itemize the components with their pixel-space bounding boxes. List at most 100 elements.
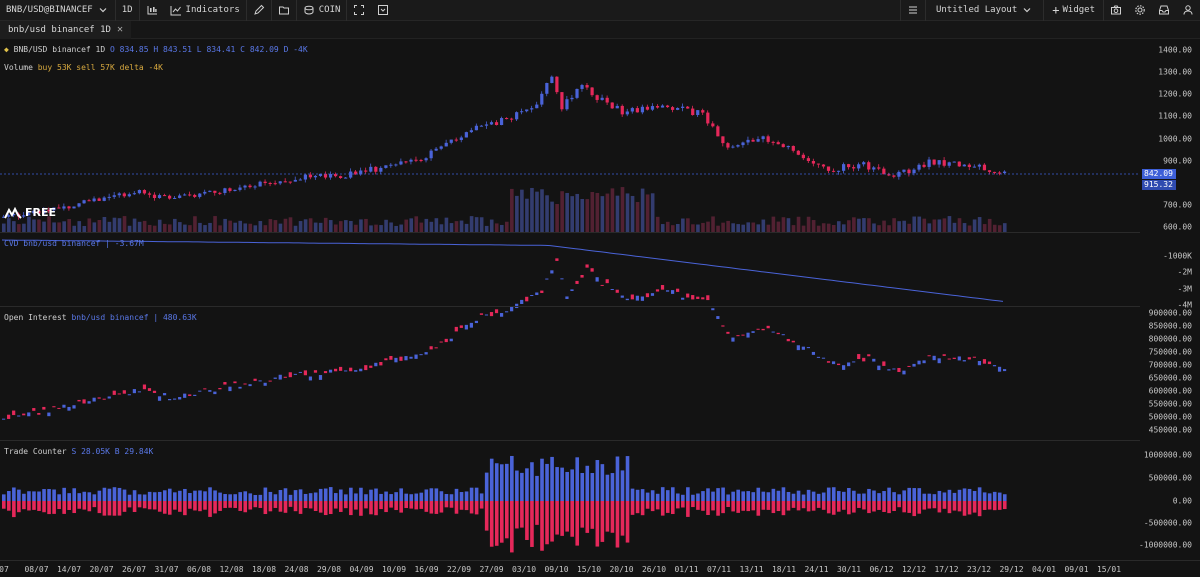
trade-counter-buy-bar	[273, 494, 278, 501]
trade-counter-sell-bar	[520, 501, 524, 528]
price-candle	[852, 167, 856, 169]
inbox-button[interactable]	[1152, 0, 1176, 21]
price-candle	[127, 194, 131, 197]
snapshot-button[interactable]	[1104, 0, 1128, 21]
price-candle	[701, 110, 705, 113]
trade-counter-sell-bar	[691, 501, 695, 508]
open-interest-candle	[605, 279, 609, 284]
open-folder-button[interactable]	[272, 0, 296, 21]
price-candle	[696, 110, 700, 116]
trade-counter-sell-bar	[882, 501, 886, 512]
price-candle	[293, 179, 297, 182]
open-interest-candle	[258, 380, 262, 382]
open-interest-candle	[816, 356, 821, 358]
trade-counter-sell-bar	[917, 501, 922, 514]
open-interest-candles	[2, 258, 1007, 420]
close-icon[interactable]: ✕	[116, 24, 123, 35]
add-widget-button[interactable]: + Widget	[1044, 0, 1103, 21]
layout-selector[interactable]: Untitled Layout	[926, 0, 1043, 21]
trade-counter-buy-bar	[22, 493, 26, 501]
volume-bar	[962, 223, 967, 232]
trade-counter-sell-bar	[474, 501, 479, 515]
oi-legend-value: bnb/usd binancef | 480.63K	[71, 313, 197, 322]
fullscreen-button[interactable]	[347, 0, 371, 21]
open-interest-candle	[997, 366, 1002, 372]
price-candle	[178, 195, 182, 198]
account-button[interactable]	[1176, 0, 1200, 21]
right-price-axis[interactable]: 1400.00 1300.00 1200.00 1100.00 1000.00 …	[1139, 39, 1200, 560]
trade-counter-sell-bar	[364, 501, 368, 509]
ohlc-low-label: L	[196, 45, 202, 54]
time-axis[interactable]: 07 08/07 14/07 20/07 26/07 31/07 06/08 12/08 18/…	[0, 560, 1200, 577]
volume-bar	[635, 202, 640, 232]
trade-counter-sell-bar	[107, 501, 112, 516]
open-interest-candle	[228, 386, 232, 392]
open-interest-candle	[238, 386, 242, 389]
volume-bar	[676, 223, 680, 232]
volume-bar	[560, 191, 564, 232]
open-interest-candle	[530, 295, 534, 297]
indicators-button[interactable]: Indicators	[164, 0, 246, 21]
free-watermark: FREE	[4, 206, 56, 219]
trade-counter-sell-bar	[836, 501, 841, 512]
trade-counter-buy-bar	[82, 491, 87, 501]
price-candle	[786, 145, 790, 148]
trade-counter-sell-bar	[560, 501, 564, 536]
volume-bar	[399, 224, 403, 232]
trade-counter-buy-bar	[223, 494, 227, 501]
trade-counter-buy-bar	[505, 463, 509, 501]
time-axis-label: 24/08	[284, 565, 309, 574]
layout-menu-button[interactable]	[901, 0, 925, 21]
price-axis-label: 1100.00	[1158, 111, 1192, 121]
trade-counter-buy-bar	[258, 494, 263, 501]
trade-counter-buy-bar	[308, 493, 313, 501]
price-candle	[323, 173, 328, 178]
timeframe-button[interactable]: 1D	[116, 0, 139, 21]
open-interest-candle	[32, 408, 36, 411]
price-candle	[339, 176, 343, 179]
trade-counter-buy-bar	[842, 491, 846, 501]
time-axis-label: 26/07	[121, 565, 147, 574]
settings-button[interactable]	[1128, 0, 1152, 21]
volume-bar	[907, 223, 911, 232]
price-candle	[635, 108, 639, 113]
open-interest-candle	[208, 390, 212, 392]
trade-counter-buy-bar	[635, 489, 640, 501]
open-interest-candle	[681, 297, 685, 300]
open-interest-candle	[429, 346, 433, 350]
symbol-selector[interactable]: BNB/USD@BINANCEF	[0, 0, 115, 21]
chart-tab[interactable]: bnb/usd binancef 1D ✕	[0, 20, 131, 39]
price-candle	[781, 144, 785, 148]
open-interest-candle	[263, 382, 267, 386]
trade-counter-sell-bar	[816, 501, 821, 508]
trade-counter-sell-bar	[424, 501, 429, 512]
volume-bar	[781, 217, 786, 232]
trade-counter-sell-bar	[52, 501, 56, 514]
open-interest-candle	[52, 406, 56, 408]
price-candle	[434, 148, 438, 151]
open-interest-candle	[313, 370, 318, 373]
trade-counter-buy-bar	[389, 494, 393, 501]
open-interest-candle	[741, 334, 745, 336]
price-candle	[927, 159, 931, 167]
coin-button[interactable]: COIN	[297, 0, 347, 21]
chart-type-button[interactable]	[140, 0, 164, 21]
chart-canvas[interactable]	[0, 39, 1140, 560]
oi-axis-label: 450000.00	[1148, 425, 1192, 435]
draw-tool-button[interactable]	[247, 0, 271, 21]
open-interest-candle	[660, 285, 665, 290]
price-candle	[655, 106, 660, 108]
price-candle	[811, 161, 816, 164]
trade-counter-sell-bar	[2, 501, 6, 509]
trade-counter-sell-bar	[987, 501, 992, 510]
trade-counter-sell-bar	[967, 501, 972, 515]
oi-legend-label: Open Interest	[4, 313, 67, 322]
trade-counter-buy-bar	[469, 487, 474, 501]
open-interest-candle	[645, 293, 650, 298]
screenshot-download-button[interactable]	[371, 0, 395, 21]
open-interest-candle	[922, 360, 926, 364]
price-candle	[474, 125, 479, 131]
trade-counter-buy-bar	[152, 492, 157, 501]
trade-counter-sell-bar	[635, 501, 640, 514]
volume-bar	[429, 221, 434, 232]
